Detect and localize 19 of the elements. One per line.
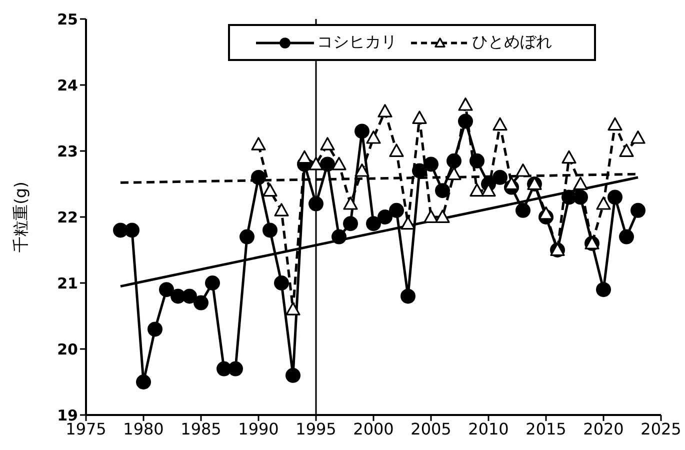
y-axis-title: 千粒重(g) <box>10 182 30 252</box>
x-tick-label: 2005 <box>410 419 452 438</box>
x-tick-label: 2000 <box>353 419 394 438</box>
x-tick-label: 2020 <box>583 419 624 438</box>
y-tick-label: 22 <box>57 208 78 226</box>
x-tick-label: 1990 <box>238 419 279 438</box>
y-tick-label: 21 <box>57 274 78 292</box>
y-tick-label: 20 <box>57 340 78 358</box>
legend-label: ひとめぼれ <box>472 32 552 53</box>
x-tick-label: 2025 <box>640 419 682 438</box>
x-tick-label: 1995 <box>296 419 336 438</box>
x-tick-label: 2015 <box>526 419 566 438</box>
y-tick-label: 23 <box>57 142 78 160</box>
x-tick-label: 1985 <box>180 419 222 438</box>
y-tick-label: 24 <box>57 76 78 94</box>
x-tick-label: 2010 <box>468 419 509 438</box>
legend-label: コシヒカリ <box>317 32 397 53</box>
x-tick-label: 1980 <box>123 419 164 438</box>
y-tick-label: 25 <box>57 10 78 28</box>
